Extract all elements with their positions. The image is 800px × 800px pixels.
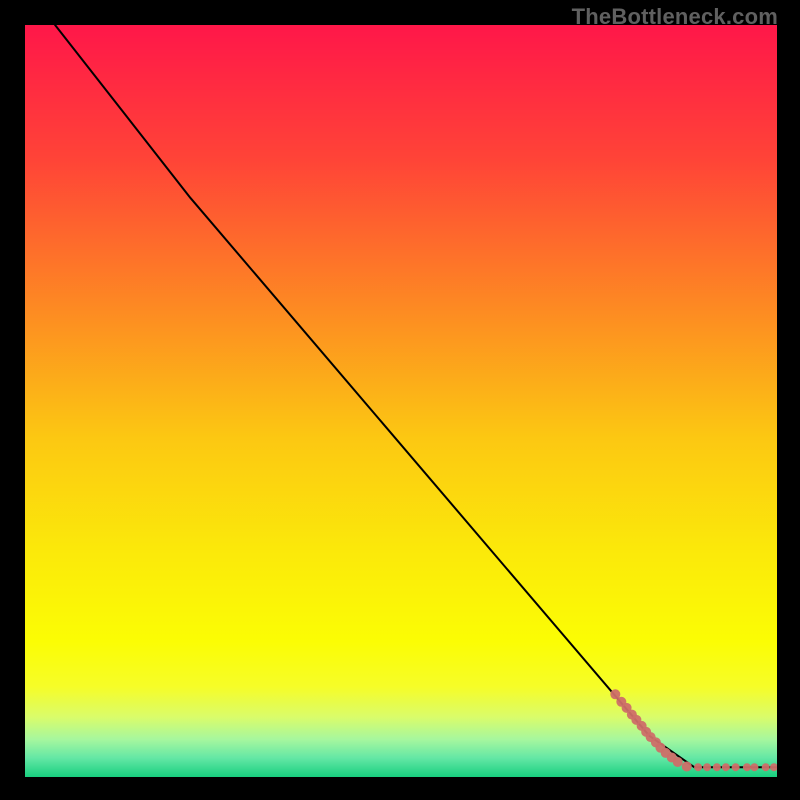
scatter-point <box>762 763 770 771</box>
scatter-point <box>770 763 777 771</box>
scatter-point <box>732 763 740 771</box>
scatter-point <box>682 761 692 771</box>
curve-line <box>55 25 777 767</box>
scatter-point <box>703 763 711 771</box>
scatter-point <box>673 757 683 767</box>
scatter-point <box>750 763 758 771</box>
chart-svg <box>25 25 777 777</box>
scatter-points <box>610 689 777 771</box>
scatter-point <box>713 763 721 771</box>
watermark-text: TheBottleneck.com <box>572 4 778 30</box>
scatter-point <box>722 763 730 771</box>
scatter-point <box>694 763 702 771</box>
plot-area <box>25 25 777 777</box>
chart-container: TheBottleneck.com <box>0 0 800 800</box>
scatter-point <box>743 763 751 771</box>
